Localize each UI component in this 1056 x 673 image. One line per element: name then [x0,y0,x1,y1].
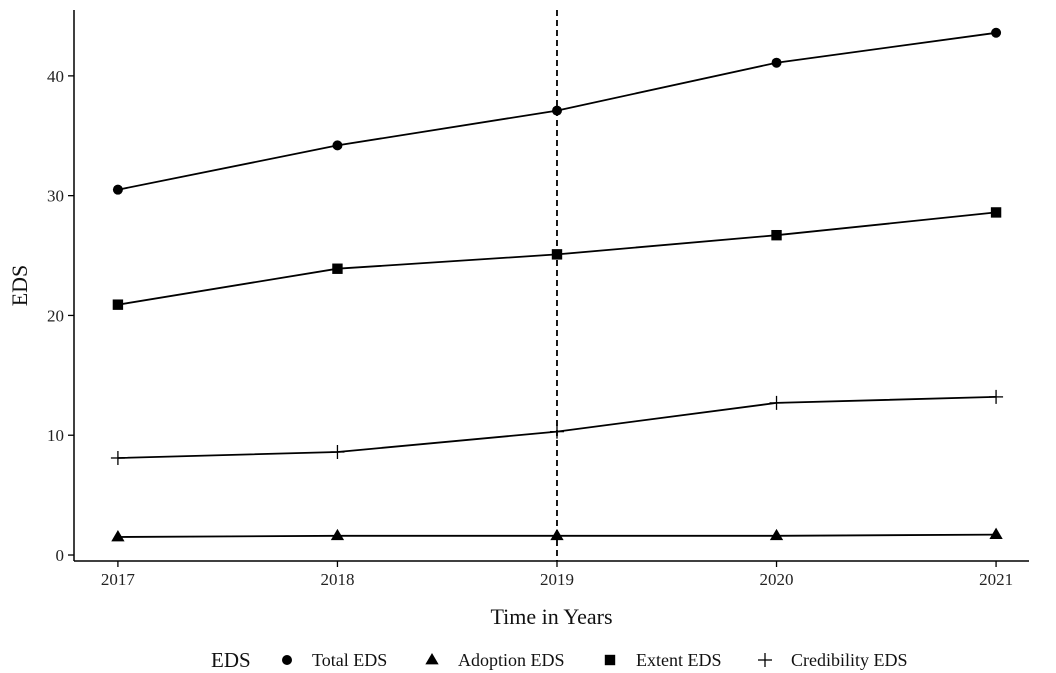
data-point-credibility-eds-2019 [549,424,564,439]
series-credibility-eds [110,389,1004,465]
data-point-extent-eds-2020 [771,229,782,241]
y-tick-label-20: 20 [47,306,64,325]
data-point-extent-eds-2021 [990,207,1002,218]
data-point-extent-eds-2017 [112,299,124,310]
legend-marker-adoption-eds [425,653,439,665]
legend-marker-extent-eds [604,654,616,666]
y-tick-label-0: 0 [56,546,65,565]
data-point-total-eds-2017 [112,184,123,195]
legend: EDS Total EDS Adoption EDS Extent EDS Credi… [211,648,908,672]
legend-label-adoption-eds: Adoption EDS [458,650,565,670]
ticks-group: 2017 2018 2019 2020 2021 0 10 20 30 40 [47,67,1013,589]
data-point-total-eds-2021 [991,27,1002,38]
series-total-eds [112,27,1002,195]
y-tick-label-30: 30 [47,187,64,206]
series-group [110,27,1004,542]
legend-label-total-eds: Total EDS [312,650,387,670]
x-axis-title: Time in Years [490,604,612,629]
legend-marker-total-eds [282,655,292,665]
data-point-credibility-eds-2020 [769,395,784,410]
data-point-credibility-eds-2017 [110,450,125,465]
series-adoption-eds [111,527,1003,542]
data-point-adoption-eds-2018 [330,528,345,541]
legend-label-credibility-eds: Credibility EDS [791,650,908,670]
data-point-total-eds-2018 [332,140,343,151]
data-point-adoption-eds-2021 [989,527,1003,539]
legend-label-extent-eds: Extent EDS [636,650,722,670]
x-tick-label-2021: 2021 [979,570,1013,589]
y-axis-title: EDS [7,265,32,307]
axes-group [73,10,1029,562]
data-point-adoption-eds-2017 [111,530,125,542]
x-tick-label-2019: 2019 [540,570,574,589]
data-point-total-eds-2020 [771,57,782,68]
data-point-credibility-eds-2021 [989,389,1004,404]
data-point-extent-eds-2018 [332,263,343,274]
data-point-credibility-eds-2018 [330,444,345,459]
series-extent-eds [112,207,1002,310]
data-point-extent-eds-2019 [551,249,563,260]
x-tick-label-2018: 2018 [320,570,354,589]
y-tick-label-40: 40 [47,67,64,86]
x-tick-label-2017: 2017 [101,570,136,589]
legend-title: EDS [211,648,251,672]
data-point-adoption-eds-2019 [550,528,564,541]
data-point-adoption-eds-2020 [769,528,784,541]
y-tick-label-10: 10 [47,426,64,445]
x-tick-label-2020: 2020 [760,570,794,589]
data-point-total-eds-2019 [551,105,562,116]
legend-marker-credibility-eds [758,653,772,667]
